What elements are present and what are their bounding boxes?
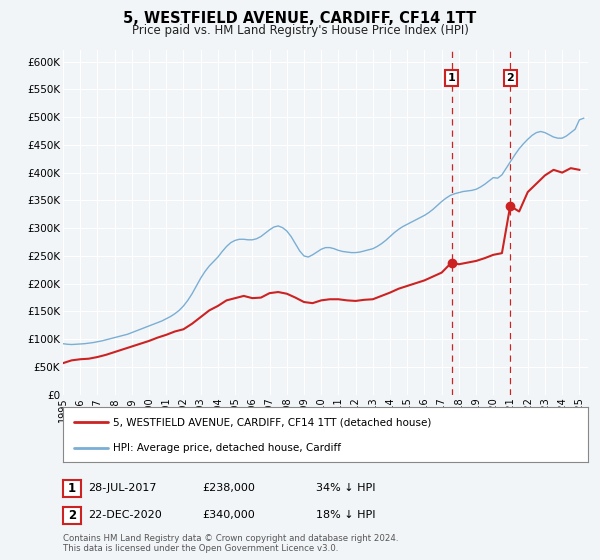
Text: 2: 2 [506, 73, 514, 83]
Text: Contains HM Land Registry data © Crown copyright and database right 2024.
This d: Contains HM Land Registry data © Crown c… [63, 534, 398, 553]
Text: 1: 1 [68, 482, 76, 495]
Text: 22-DEC-2020: 22-DEC-2020 [88, 510, 162, 520]
Text: £340,000: £340,000 [202, 510, 255, 520]
Text: 1: 1 [448, 73, 455, 83]
Text: 34% ↓ HPI: 34% ↓ HPI [316, 483, 376, 493]
Text: 5, WESTFIELD AVENUE, CARDIFF, CF14 1TT: 5, WESTFIELD AVENUE, CARDIFF, CF14 1TT [124, 11, 476, 26]
Text: HPI: Average price, detached house, Cardiff: HPI: Average price, detached house, Card… [113, 444, 341, 453]
Text: 5, WESTFIELD AVENUE, CARDIFF, CF14 1TT (detached house): 5, WESTFIELD AVENUE, CARDIFF, CF14 1TT (… [113, 418, 431, 427]
Text: 2: 2 [68, 508, 76, 522]
Text: 28-JUL-2017: 28-JUL-2017 [88, 483, 157, 493]
Text: 18% ↓ HPI: 18% ↓ HPI [316, 510, 376, 520]
Text: Price paid vs. HM Land Registry's House Price Index (HPI): Price paid vs. HM Land Registry's House … [131, 24, 469, 36]
Text: £238,000: £238,000 [202, 483, 255, 493]
